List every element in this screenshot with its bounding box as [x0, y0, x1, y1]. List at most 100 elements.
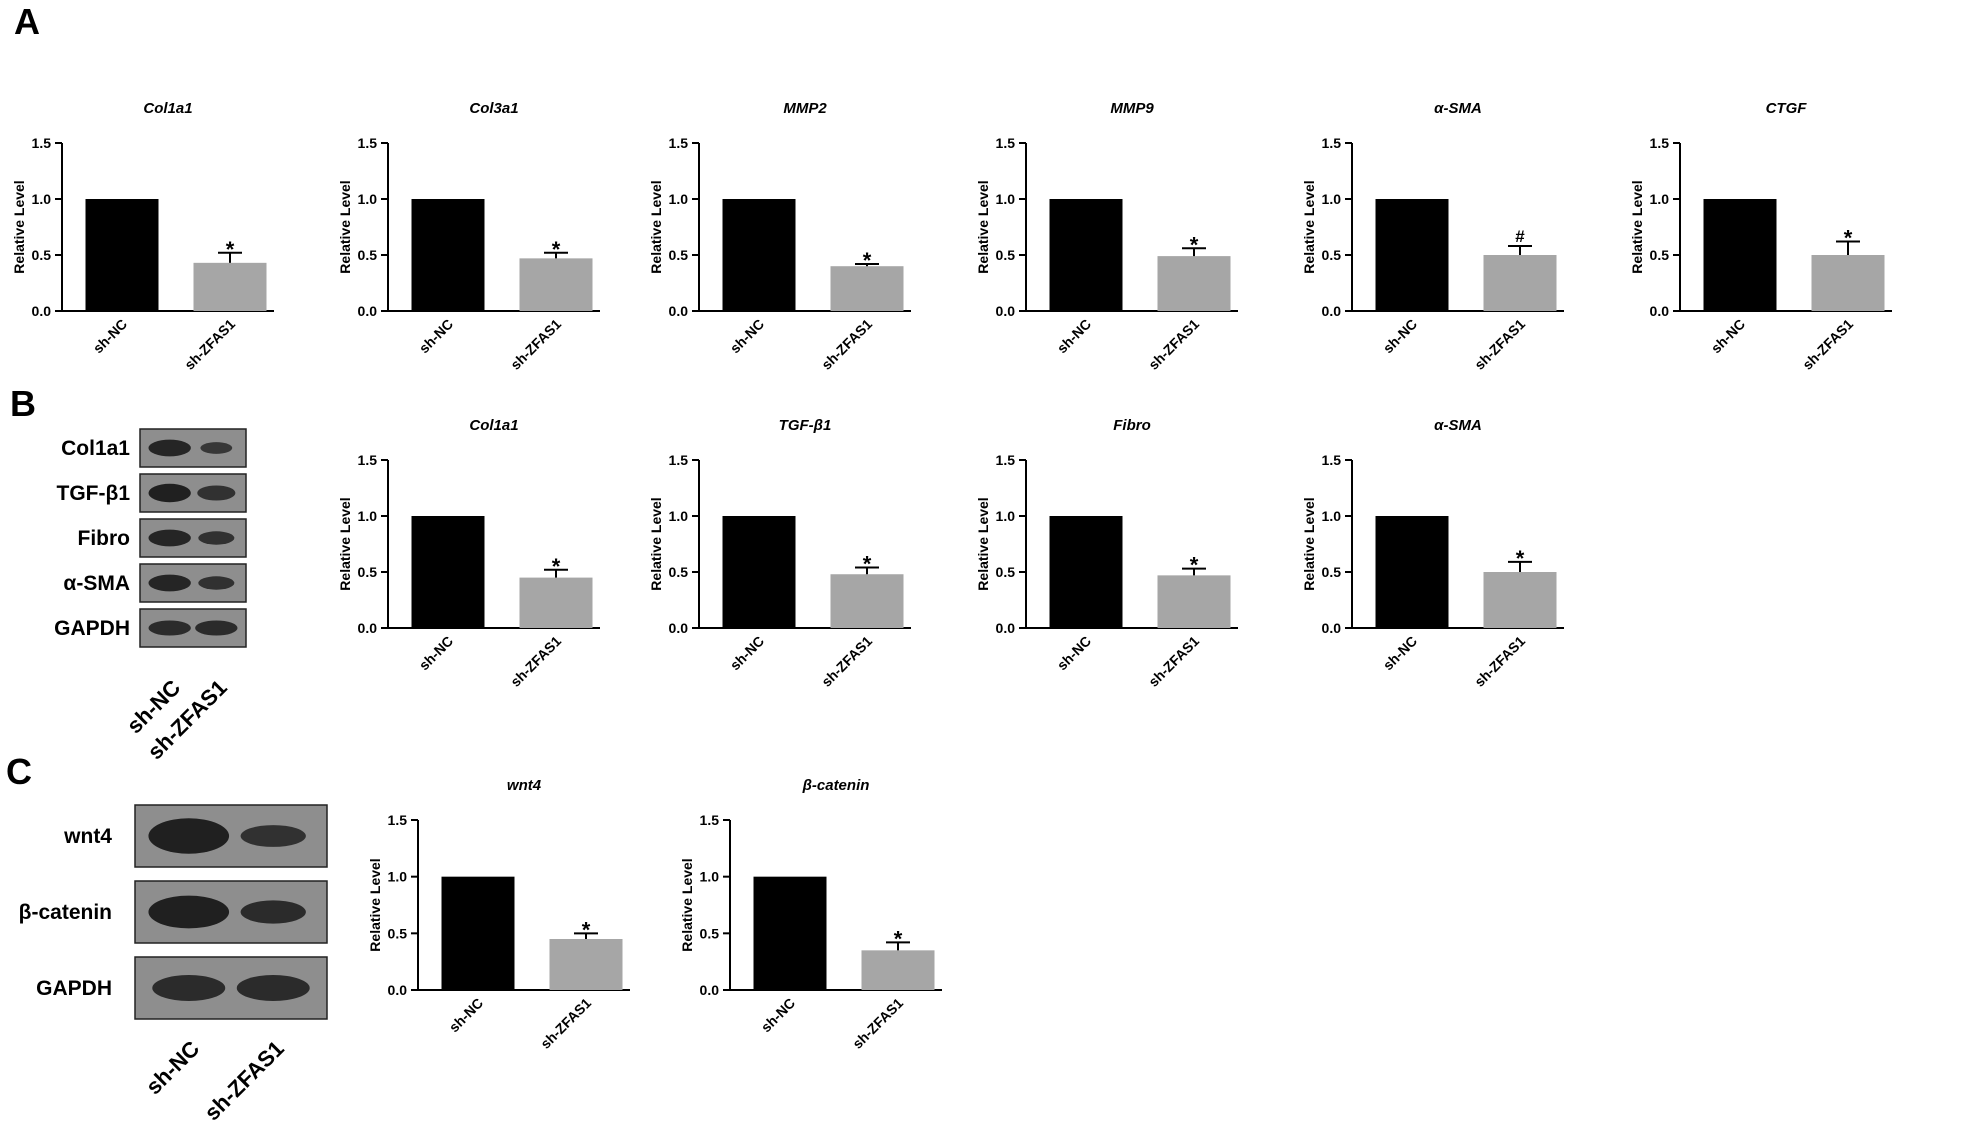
- y-tick-label: 0.0: [996, 620, 1016, 636]
- x-tick-label: sh-ZFAS1: [818, 316, 875, 373]
- y-tick-label: 0.0: [358, 620, 378, 636]
- y-tick-label: 1.0: [388, 869, 408, 885]
- blot-band: [148, 620, 191, 636]
- x-tick-label: sh-ZFAS1: [507, 316, 564, 373]
- significance-marker: *: [1516, 546, 1525, 571]
- blot-row-label: Fibro: [78, 527, 131, 550]
- chart-title: MMP9: [1110, 100, 1154, 117]
- blot-band: [148, 818, 230, 854]
- x-tick-label: sh-NC: [1054, 316, 1094, 356]
- y-tick-label: 1.5: [669, 135, 689, 151]
- y-tick-label: 0.5: [358, 564, 378, 580]
- blot-band: [240, 900, 306, 924]
- y-tick-label: 0.5: [669, 247, 689, 263]
- y-tick-label: 0.0: [996, 303, 1016, 319]
- y-tick-label: 1.5: [700, 812, 720, 828]
- chart-7: Col1a1 Relative Level 0.0 0.5 1.0 1.5 sh-NC * sh…: [337, 417, 600, 690]
- blot-row-label: TGF-β1: [57, 482, 131, 505]
- blot-band: [152, 975, 226, 1001]
- chart-title: wnt4: [507, 777, 542, 794]
- significance-marker: *: [863, 552, 872, 577]
- bar-sh-ZFAS1: [519, 258, 593, 311]
- chart-title: Col3a1: [469, 100, 518, 117]
- blot-band: [148, 483, 191, 503]
- x-tick-label: sh-NC: [416, 633, 456, 673]
- bar-sh-NC: [1375, 199, 1449, 311]
- y-tick-label: 0.5: [700, 925, 720, 941]
- y-tick-label: 1.5: [1322, 452, 1342, 468]
- y-tick-label: 1.5: [1322, 135, 1342, 151]
- bar-sh-ZFAS1: [1483, 572, 1557, 628]
- x-tick-label: sh-ZFAS1: [1471, 633, 1528, 690]
- blot-band: [236, 975, 310, 1001]
- y-axis-label: Relative Level: [679, 858, 695, 951]
- bar-sh-NC: [441, 876, 515, 990]
- y-axis-label: Relative Level: [648, 497, 664, 590]
- bar-sh-NC: [722, 199, 796, 311]
- y-axis-label: Relative Level: [975, 497, 991, 590]
- y-tick-label: 1.5: [996, 452, 1016, 468]
- y-tick-label: 0.0: [1322, 620, 1342, 636]
- y-tick-label: 1.5: [1650, 135, 1670, 151]
- chart-title: CTGF: [1766, 100, 1808, 117]
- blot-row-label: α-SMA: [63, 572, 130, 595]
- bar-sh-NC: [1703, 199, 1777, 311]
- y-axis-label: Relative Level: [1301, 497, 1317, 590]
- y-tick-label: 0.5: [996, 564, 1016, 580]
- bar-sh-ZFAS1: [193, 262, 267, 311]
- chart-title: α-SMA: [1434, 417, 1482, 434]
- bar-sh-ZFAS1: [1811, 255, 1885, 311]
- blot-band: [198, 576, 235, 590]
- bar-sh-NC: [411, 516, 485, 628]
- significance-marker: *: [552, 554, 561, 579]
- y-tick-label: 1.5: [996, 135, 1016, 151]
- bar-sh-ZFAS1: [830, 266, 904, 311]
- y-tick-label: 0.5: [1322, 247, 1342, 263]
- blot-band: [148, 439, 191, 457]
- x-tick-label: sh-ZFAS1: [1145, 633, 1202, 690]
- y-tick-label: 0.0: [700, 982, 720, 998]
- bar-sh-NC: [753, 876, 827, 990]
- y-tick-label: 1.0: [1322, 508, 1342, 524]
- chart-9: Fibro Relative Level 0.0 0.5 1.0 1.5 sh-NC * sh-…: [975, 417, 1238, 690]
- chart-12: β-catenin Relative Level 0.0 0.5 1.0 1.5 sh-NC…: [679, 777, 942, 1052]
- y-tick-label: 0.5: [388, 925, 408, 941]
- y-tick-label: 0.0: [32, 303, 52, 319]
- chart-6: CTGF Relative Level 0.0 0.5 1.0 1.5 sh-NC * sh-Z…: [1629, 100, 1892, 373]
- blot-band: [195, 620, 238, 636]
- bar-sh-ZFAS1: [1157, 575, 1231, 628]
- chart-10: α-SMA Relative Level 0.0 0.5 1.0 1.5 sh-NC * sh-…: [1301, 417, 1564, 690]
- bar-sh-ZFAS1: [1157, 256, 1231, 311]
- significance-marker: *: [1190, 232, 1199, 257]
- x-tick-label: sh-ZFAS1: [1799, 316, 1856, 373]
- y-tick-label: 1.5: [32, 135, 52, 151]
- chart-title: Col1a1: [143, 100, 192, 117]
- blot-band: [197, 485, 236, 501]
- blot-row-label: β-catenin: [19, 901, 112, 924]
- x-tick-label: sh-NC: [758, 995, 798, 1035]
- bar-sh-ZFAS1: [549, 939, 623, 990]
- y-tick-label: 1.0: [358, 191, 378, 207]
- significance-marker: *: [226, 237, 235, 262]
- bar-sh-NC: [85, 199, 159, 311]
- bar-sh-NC: [1049, 199, 1123, 311]
- x-tick-label: sh-ZFAS1: [537, 995, 594, 1052]
- y-tick-label: 0.0: [669, 620, 689, 636]
- y-tick-label: 1.0: [358, 508, 378, 524]
- significance-marker: *: [582, 917, 591, 942]
- x-tick-label: sh-ZFAS1: [818, 633, 875, 690]
- y-tick-label: 0.0: [358, 303, 378, 319]
- y-tick-label: 1.0: [669, 508, 689, 524]
- blot-band: [148, 895, 230, 929]
- chart-title: Col1a1: [469, 417, 518, 434]
- y-tick-label: 0.5: [1650, 247, 1670, 263]
- x-tick-label: sh-NC: [1380, 633, 1420, 673]
- chart-title: α-SMA: [1434, 100, 1482, 117]
- significance-marker: *: [1190, 553, 1199, 578]
- blot-band: [148, 529, 191, 547]
- blot-row-label: GAPDH: [54, 617, 130, 640]
- y-tick-label: 1.5: [669, 452, 689, 468]
- y-axis-label: Relative Level: [975, 180, 991, 273]
- chart-title: β-catenin: [802, 777, 870, 794]
